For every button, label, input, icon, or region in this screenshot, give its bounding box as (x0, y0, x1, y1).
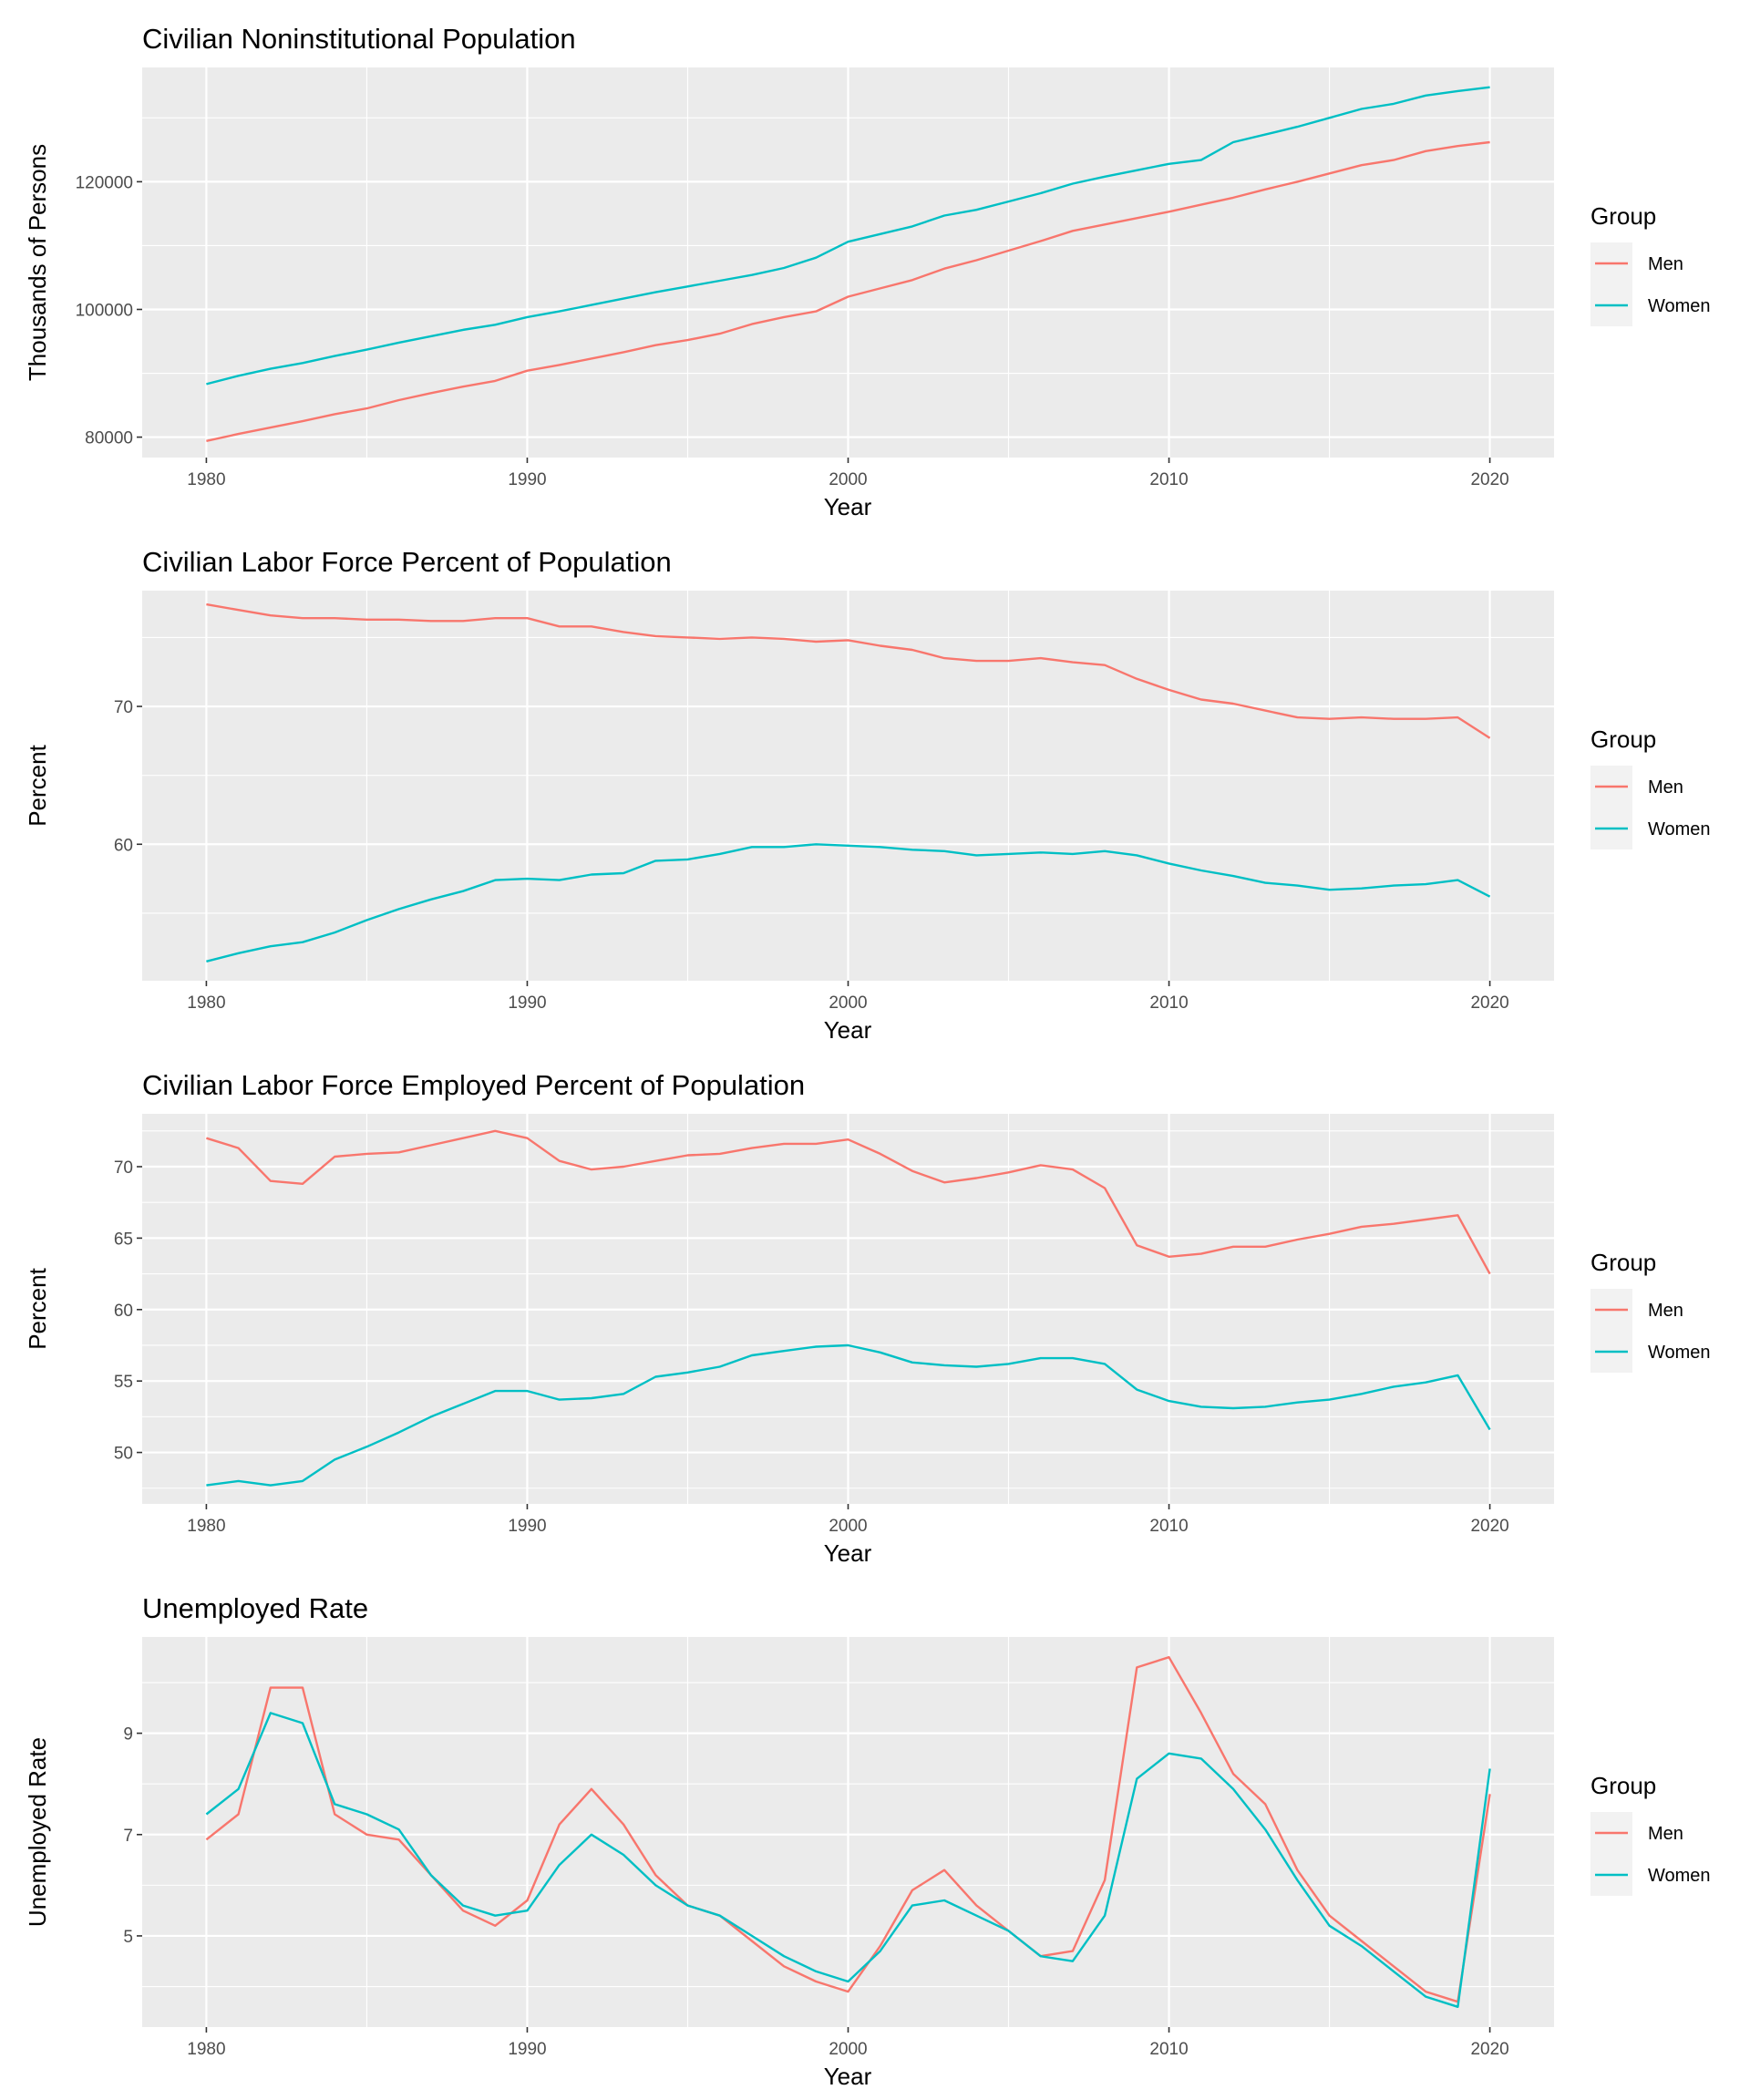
y-axis-title: Unemployed Rate (24, 1737, 51, 1927)
chart-panel-population: Civilian Noninstitutional Population 800… (24, 23, 1711, 520)
y-tick-labels: 80000 100000 120000 (76, 173, 142, 448)
x-axis-title: Year (824, 1539, 872, 1567)
legend-label-women: Women (1648, 1343, 1711, 1363)
x-tick-labels: 1980 1990 2000 2010 2020 (187, 1504, 1509, 1536)
y-tick-label: 100000 (76, 301, 133, 320)
x-tick-labels: 1980 1990 2000 2010 2020 (187, 981, 1509, 1013)
series-line-men (206, 1129, 1491, 1275)
x-tick-label: 2000 (829, 470, 867, 489)
y-tick-label: 50 (114, 1445, 133, 1464)
series-line-men (206, 140, 1490, 442)
y-tick-label: 70 (114, 1158, 133, 1178)
legend-label-men: Men (1648, 1301, 1683, 1321)
series-lines (206, 602, 1491, 962)
y-tick-label: 9 (123, 1725, 133, 1745)
legend-title: Group (1590, 202, 1656, 230)
x-tick-label: 1980 (187, 2040, 225, 2059)
legend-title: Group (1590, 1772, 1656, 1799)
chart-title: Civilian Labor Force Percent of Populati… (142, 546, 672, 578)
y-axis-title: Thousands of Persons (24, 144, 51, 381)
legend: Group Men Women (1590, 1249, 1711, 1373)
y-tick-label: 60 (114, 836, 133, 855)
x-axis-title: Year (824, 1016, 872, 1044)
major-grid (142, 1114, 1554, 1504)
x-tick-label: 2020 (1470, 2040, 1508, 2059)
x-axis-title: Year (824, 2063, 872, 2090)
x-tick-labels: 1980 1990 2000 2010 2020 (187, 2027, 1509, 2059)
legend-label-women: Women (1648, 819, 1711, 839)
x-tick-label: 1980 (187, 470, 225, 489)
x-tick-labels: 1980 1990 2000 2010 2020 (187, 458, 1509, 489)
y-tick-label: 120000 (76, 173, 133, 192)
x-tick-label: 1990 (508, 470, 546, 489)
legend-label-men: Men (1648, 1824, 1683, 1844)
x-tick-label: 2000 (829, 1517, 867, 1536)
y-tick-label: 70 (114, 698, 133, 717)
x-tick-label: 2010 (1149, 2040, 1188, 2059)
legend-label-men: Men (1648, 777, 1683, 798)
legend: Group Men Women (1590, 202, 1711, 326)
x-tick-label: 1980 (187, 993, 225, 1013)
legend-title: Group (1590, 726, 1656, 753)
legend-title: Group (1590, 1249, 1656, 1276)
x-tick-label: 2000 (829, 993, 867, 1013)
series-lines (206, 1129, 1491, 1487)
chart-panel-employed: Civilian Labor Force Employed Percent of… (24, 1069, 1711, 1567)
legend-label-women: Women (1648, 1866, 1711, 1886)
y-tick-label: 60 (114, 1302, 133, 1321)
y-tick-label: 55 (114, 1373, 133, 1392)
series-line-women (206, 843, 1491, 962)
x-tick-label: 2000 (829, 2040, 867, 2059)
x-tick-label: 1990 (508, 993, 546, 1013)
legend: Group Men Women (1590, 726, 1711, 849)
chart-panel-labor-force: Civilian Labor Force Percent of Populati… (24, 546, 1711, 1044)
y-tick-label: 7 (123, 1827, 133, 1846)
x-tick-label: 2020 (1470, 993, 1508, 1013)
x-tick-label: 1990 (508, 2040, 546, 2059)
chart-panel-unemployed: Unemployed Rate 5 7 9 1980 1990 2000 2010 2020… (24, 1592, 1711, 2090)
x-tick-label: 2020 (1470, 470, 1508, 489)
y-tick-label: 65 (114, 1230, 133, 1249)
y-tick-label: 5 (123, 1928, 133, 1947)
major-grid (142, 67, 1554, 458)
x-tick-label: 2010 (1149, 993, 1188, 1013)
x-tick-label: 2010 (1149, 1517, 1188, 1536)
chart-title: Unemployed Rate (142, 1592, 368, 1624)
series-line-women (206, 1343, 1491, 1487)
series-line-women (205, 1712, 1491, 2009)
y-tick-label: 80000 (85, 429, 133, 448)
chart-title: Civilian Labor Force Employed Percent of… (142, 1069, 805, 1101)
series-line-men (205, 1655, 1491, 2003)
y-tick-labels: 50 55 60 65 70 (114, 1158, 142, 1464)
major-grid (142, 1637, 1554, 2027)
series-lines (205, 1655, 1491, 2009)
x-tick-label: 1990 (508, 1517, 546, 1536)
y-tick-labels: 60 70 (114, 698, 142, 855)
x-tick-label: 1980 (187, 1517, 225, 1536)
series-line-women (206, 86, 1490, 386)
series-line-men (206, 602, 1491, 739)
x-tick-label: 2010 (1149, 470, 1188, 489)
legend-label-women: Women (1648, 296, 1711, 316)
y-axis-title: Percent (24, 1267, 51, 1349)
legend-label-men: Men (1648, 254, 1683, 274)
x-axis-title: Year (824, 493, 872, 520)
series-lines (206, 86, 1490, 442)
legend: Group Men Women (1590, 1772, 1711, 1896)
x-tick-label: 2020 (1470, 1517, 1508, 1536)
y-axis-title: Percent (24, 744, 51, 826)
y-tick-labels: 5 7 9 (123, 1725, 142, 1947)
chart-title: Civilian Noninstitutional Population (142, 23, 576, 55)
major-grid (142, 591, 1554, 981)
